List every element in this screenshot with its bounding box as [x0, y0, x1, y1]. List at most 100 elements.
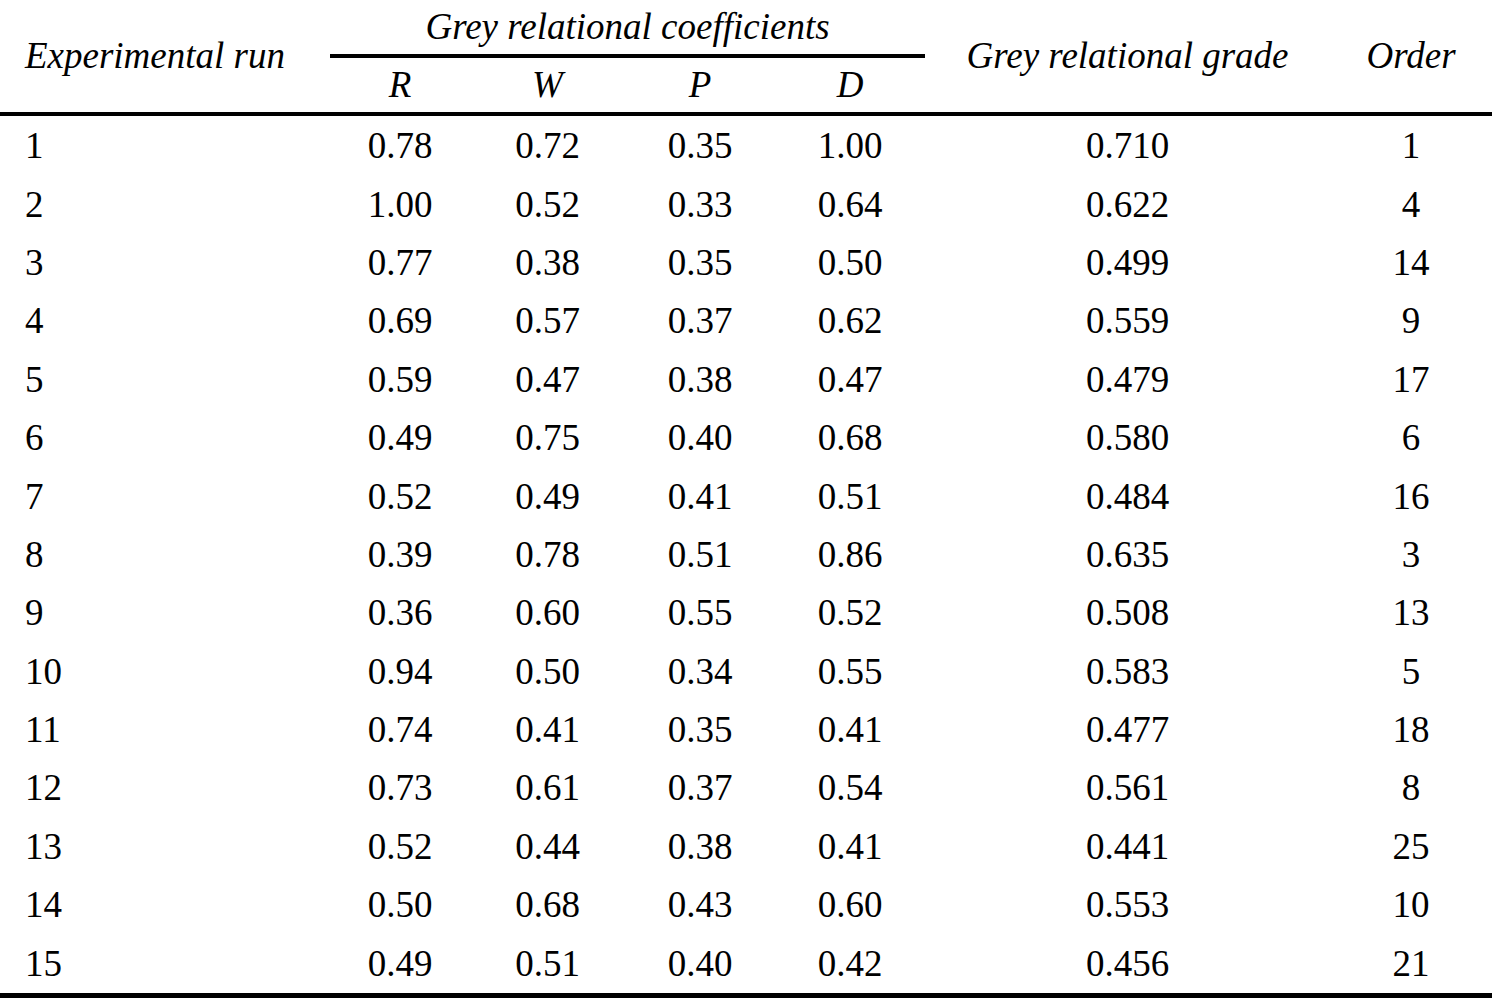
d-coefficient-cell: 0.54: [775, 759, 925, 817]
r-coefficient-cell: 0.49: [330, 409, 470, 467]
w-coefficient-cell: 0.52: [470, 175, 625, 233]
grade-cell: 0.479: [925, 350, 1330, 408]
grade-cell: 0.559: [925, 292, 1330, 350]
table-row: 5 0.59 0.47 0.38 0.47 0.479 17: [0, 350, 1492, 408]
experimental-run-cell: 6: [0, 409, 330, 467]
p-coefficient-cell: 0.43: [625, 875, 775, 933]
table-row: 12 0.73 0.61 0.37 0.54 0.561 8: [0, 759, 1492, 817]
order-cell: 9: [1330, 292, 1492, 350]
table-row: 15 0.49 0.51 0.40 0.42 0.456 21: [0, 934, 1492, 996]
r-coefficient-cell: 0.59: [330, 350, 470, 408]
order-cell: 3: [1330, 525, 1492, 583]
d-coefficient-cell: 0.41: [775, 700, 925, 758]
p-coefficient-cell: 0.35: [625, 233, 775, 291]
w-coefficient-cell: 0.38: [470, 233, 625, 291]
order-cell: 1: [1330, 114, 1492, 175]
d-coefficient-cell: 0.60: [775, 875, 925, 933]
experimental-run-cell: 11: [0, 700, 330, 758]
table-row: 13 0.52 0.44 0.38 0.41 0.441 25: [0, 817, 1492, 875]
experimental-run-cell: 8: [0, 525, 330, 583]
grade-cell: 0.583: [925, 642, 1330, 700]
order-cell: 10: [1330, 875, 1492, 933]
table-row: 11 0.74 0.41 0.35 0.41 0.477 18: [0, 700, 1492, 758]
w-coefficient-cell: 0.61: [470, 759, 625, 817]
r-coefficient-cell: 0.39: [330, 525, 470, 583]
order-cell: 25: [1330, 817, 1492, 875]
w-coefficient-cell: 0.57: [470, 292, 625, 350]
p-coefficient-cell: 0.37: [625, 759, 775, 817]
grade-cell: 0.456: [925, 934, 1330, 996]
d-coefficient-cell: 0.51: [775, 467, 925, 525]
experimental-run-cell: 3: [0, 233, 330, 291]
column-header-p: P: [625, 56, 775, 114]
d-coefficient-cell: 1.00: [775, 114, 925, 175]
table-row: 14 0.50 0.68 0.43 0.60 0.553 10: [0, 875, 1492, 933]
w-coefficient-cell: 0.49: [470, 467, 625, 525]
order-cell: 8: [1330, 759, 1492, 817]
w-coefficient-cell: 0.68: [470, 875, 625, 933]
order-cell: 4: [1330, 175, 1492, 233]
order-cell: 6: [1330, 409, 1492, 467]
table-row: 6 0.49 0.75 0.40 0.68 0.580 6: [0, 409, 1492, 467]
d-coefficient-cell: 0.41: [775, 817, 925, 875]
experimental-run-cell: 7: [0, 467, 330, 525]
grade-cell: 0.441: [925, 817, 1330, 875]
d-coefficient-cell: 0.42: [775, 934, 925, 996]
w-coefficient-cell: 0.60: [470, 584, 625, 642]
w-coefficient-cell: 0.75: [470, 409, 625, 467]
w-coefficient-cell: 0.47: [470, 350, 625, 408]
w-coefficient-cell: 0.72: [470, 114, 625, 175]
experimental-run-cell: 12: [0, 759, 330, 817]
r-coefficient-cell: 0.52: [330, 817, 470, 875]
p-coefficient-cell: 0.37: [625, 292, 775, 350]
grade-cell: 0.622: [925, 175, 1330, 233]
experimental-run-cell: 15: [0, 934, 330, 996]
column-header-grey-relational-grade: Grey relational grade: [925, 0, 1330, 114]
table-row: 8 0.39 0.78 0.51 0.86 0.635 3: [0, 525, 1492, 583]
r-coefficient-cell: 0.73: [330, 759, 470, 817]
p-coefficient-cell: 0.40: [625, 409, 775, 467]
p-coefficient-cell: 0.38: [625, 350, 775, 408]
column-header-d: D: [775, 56, 925, 114]
experimental-run-cell: 14: [0, 875, 330, 933]
p-coefficient-cell: 0.33: [625, 175, 775, 233]
column-header-experimental-run: Experimental run: [0, 0, 330, 114]
d-coefficient-cell: 0.47: [775, 350, 925, 408]
column-group-header-grey-relational-coefficients: Grey relational coefficients: [330, 0, 925, 56]
order-cell: 16: [1330, 467, 1492, 525]
order-cell: 18: [1330, 700, 1492, 758]
r-coefficient-cell: 0.52: [330, 467, 470, 525]
r-coefficient-cell: 0.50: [330, 875, 470, 933]
grade-cell: 0.561: [925, 759, 1330, 817]
experimental-run-cell: 13: [0, 817, 330, 875]
r-coefficient-cell: 0.49: [330, 934, 470, 996]
grade-cell: 0.553: [925, 875, 1330, 933]
experimental-run-cell: 4: [0, 292, 330, 350]
p-coefficient-cell: 0.34: [625, 642, 775, 700]
p-coefficient-cell: 0.35: [625, 700, 775, 758]
grade-cell: 0.508: [925, 584, 1330, 642]
table-row: 7 0.52 0.49 0.41 0.51 0.484 16: [0, 467, 1492, 525]
grade-cell: 0.580: [925, 409, 1330, 467]
grade-cell: 0.499: [925, 233, 1330, 291]
p-coefficient-cell: 0.51: [625, 525, 775, 583]
column-header-r: R: [330, 56, 470, 114]
r-coefficient-cell: 0.69: [330, 292, 470, 350]
table-header: Experimental run Grey relational coeffic…: [0, 0, 1492, 114]
experimental-run-cell: 5: [0, 350, 330, 408]
header-row-group: Experimental run Grey relational coeffic…: [0, 0, 1492, 56]
w-coefficient-cell: 0.78: [470, 525, 625, 583]
grade-cell: 0.477: [925, 700, 1330, 758]
experimental-run-cell: 10: [0, 642, 330, 700]
d-coefficient-cell: 0.68: [775, 409, 925, 467]
d-coefficient-cell: 0.50: [775, 233, 925, 291]
p-coefficient-cell: 0.35: [625, 114, 775, 175]
paper-table-page: Experimental run Grey relational coeffic…: [0, 0, 1492, 998]
r-coefficient-cell: 0.94: [330, 642, 470, 700]
table-row: 4 0.69 0.57 0.37 0.62 0.559 9: [0, 292, 1492, 350]
table-body: 1 0.78 0.72 0.35 1.00 0.710 1 2 1.00 0.5…: [0, 114, 1492, 996]
w-coefficient-cell: 0.41: [470, 700, 625, 758]
experimental-run-cell: 2: [0, 175, 330, 233]
experimental-run-cell: 1: [0, 114, 330, 175]
table-row: 9 0.36 0.60 0.55 0.52 0.508 13: [0, 584, 1492, 642]
